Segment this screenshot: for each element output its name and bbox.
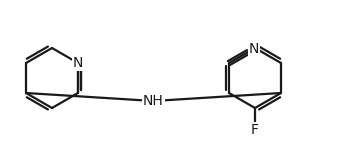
Text: NH: NH bbox=[143, 94, 164, 108]
Text: N: N bbox=[73, 56, 83, 70]
Text: N: N bbox=[248, 42, 259, 56]
Text: F: F bbox=[251, 122, 259, 136]
